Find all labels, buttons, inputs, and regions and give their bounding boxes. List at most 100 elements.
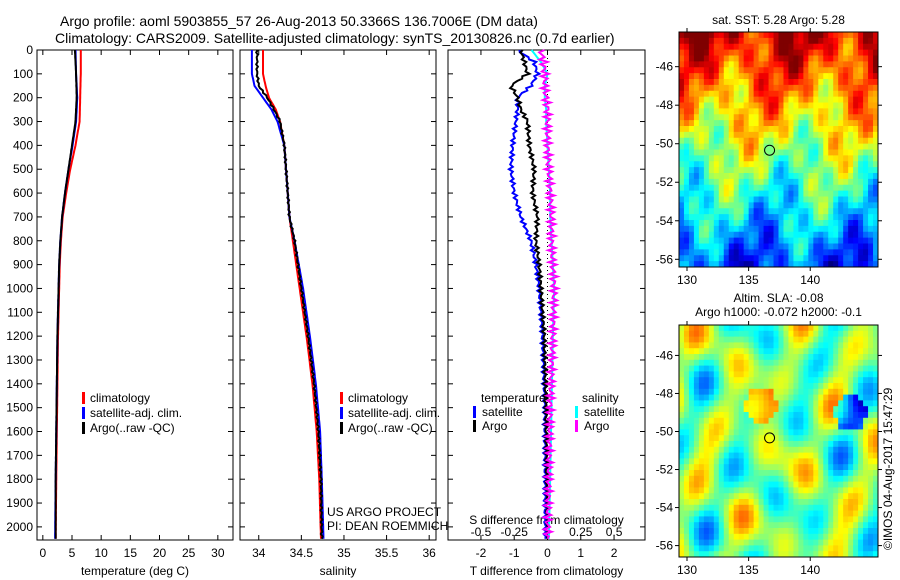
map-cell	[803, 348, 809, 355]
map-cell	[728, 365, 735, 372]
map-cell	[693, 452, 700, 459]
map-cell	[838, 120, 844, 127]
map-cell	[853, 348, 859, 355]
map-cell	[753, 429, 760, 436]
map-cell	[723, 155, 730, 162]
map-cell	[783, 522, 789, 529]
map-cell	[833, 475, 839, 483]
map-cell	[728, 37, 735, 45]
map-cell	[788, 261, 794, 268]
map-cell	[833, 79, 839, 86]
map-cell	[748, 202, 755, 209]
map-cell	[818, 167, 824, 174]
map-cell	[793, 522, 799, 529]
map-cell	[868, 533, 874, 541]
map-cell	[743, 79, 750, 86]
map-cell	[793, 551, 799, 558]
map-cell	[688, 435, 695, 442]
map-cell	[853, 359, 859, 367]
map-cell	[803, 37, 809, 45]
map-cell	[693, 383, 700, 390]
profile-panel-2: 34 34.5 35 35.5 36salinityclimatologysatelli…	[239, 49, 440, 578]
map-cell	[798, 359, 804, 367]
map-cell	[803, 208, 809, 215]
map-cell	[693, 208, 700, 215]
map-cell	[718, 43, 725, 51]
map-cell	[683, 330, 690, 338]
map-cell	[743, 464, 750, 471]
map-cell	[823, 452, 829, 459]
map-cell	[843, 325, 849, 332]
map-cell	[833, 388, 839, 396]
map-cell	[823, 67, 829, 74]
map-cell	[783, 32, 789, 39]
map-cell	[679, 423, 685, 430]
map-cell	[708, 231, 715, 239]
map-cell	[723, 475, 730, 483]
map-cell	[698, 225, 705, 233]
map-cell	[848, 237, 854, 244]
map-cell	[763, 55, 770, 62]
map-cell	[703, 196, 710, 203]
y-tick-label: 800	[13, 234, 33, 248]
map-cell	[813, 533, 819, 541]
map-cell	[838, 516, 844, 523]
map-cell	[798, 120, 804, 127]
map-cell	[823, 37, 829, 45]
map-cell	[783, 388, 789, 396]
map-cell	[868, 73, 874, 80]
map-cell	[683, 441, 690, 448]
map-cell	[688, 32, 695, 39]
map-cell	[873, 243, 879, 250]
map-cell	[693, 249, 700, 256]
map-cell	[843, 184, 849, 192]
map-cell	[723, 55, 730, 62]
map-cell	[743, 516, 750, 523]
map-cell	[808, 452, 814, 459]
map-cell	[698, 406, 705, 413]
map-cell	[843, 354, 849, 361]
map-cell	[838, 208, 844, 215]
map-cell	[708, 184, 715, 192]
map-cell	[788, 161, 794, 168]
map-cell	[758, 406, 765, 413]
map-cell	[873, 220, 879, 227]
map-cell	[723, 149, 730, 156]
map-cell	[808, 388, 814, 396]
map-cell	[798, 231, 804, 239]
map-cell	[753, 487, 760, 494]
map-cell	[768, 504, 775, 512]
map-cell	[868, 377, 874, 384]
map-cell	[773, 533, 779, 541]
map-cell	[713, 149, 720, 156]
map-cell	[853, 516, 859, 523]
map-cell	[743, 522, 750, 529]
map-cell	[863, 325, 869, 332]
map-cell	[818, 388, 824, 396]
map-cell	[763, 377, 770, 384]
map-cell	[798, 149, 804, 156]
map-cell	[773, 67, 779, 74]
map-cell	[733, 126, 740, 133]
map-cell	[768, 487, 775, 494]
map-cell	[778, 522, 784, 529]
map-cell	[783, 359, 789, 367]
map-cell	[763, 108, 770, 115]
map-cell	[708, 336, 715, 343]
map-cell	[738, 225, 745, 233]
map-cell	[728, 220, 735, 227]
map-cell	[738, 441, 745, 448]
map-cell	[723, 114, 730, 121]
map-cell	[758, 446, 765, 454]
map-cell	[758, 249, 765, 256]
map-cell	[823, 533, 829, 541]
map-cell	[733, 330, 740, 338]
map-cell	[753, 464, 760, 471]
map-cell	[803, 178, 809, 186]
map-cell	[868, 528, 874, 535]
map-cell	[698, 446, 705, 454]
map-cell	[743, 429, 750, 436]
map-cell	[833, 32, 839, 39]
map-cell	[738, 458, 745, 465]
map-cell	[788, 108, 794, 115]
